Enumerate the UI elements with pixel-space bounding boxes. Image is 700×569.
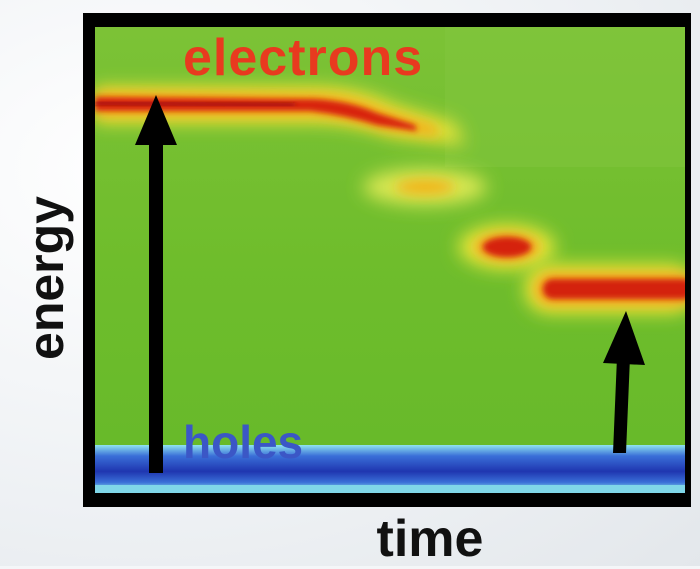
electron-band-2 <box>525 265 685 313</box>
field-wash <box>445 27 685 167</box>
energy-time-map <box>95 27 685 493</box>
x-axis-label: time <box>376 510 484 568</box>
electron-spot-1 <box>363 169 487 205</box>
hole-band <box>95 445 685 489</box>
arrow-up-icon <box>135 95 177 473</box>
electron-spot-2 <box>459 225 555 269</box>
electron-band-1 <box>95 87 465 145</box>
hole-band-bottom-edge <box>95 485 685 493</box>
y-axis-label: energy <box>18 196 74 360</box>
electrons-label: electrons <box>183 29 424 87</box>
holes-label: holes <box>183 416 304 468</box>
arrow-up-icon <box>603 311 645 453</box>
